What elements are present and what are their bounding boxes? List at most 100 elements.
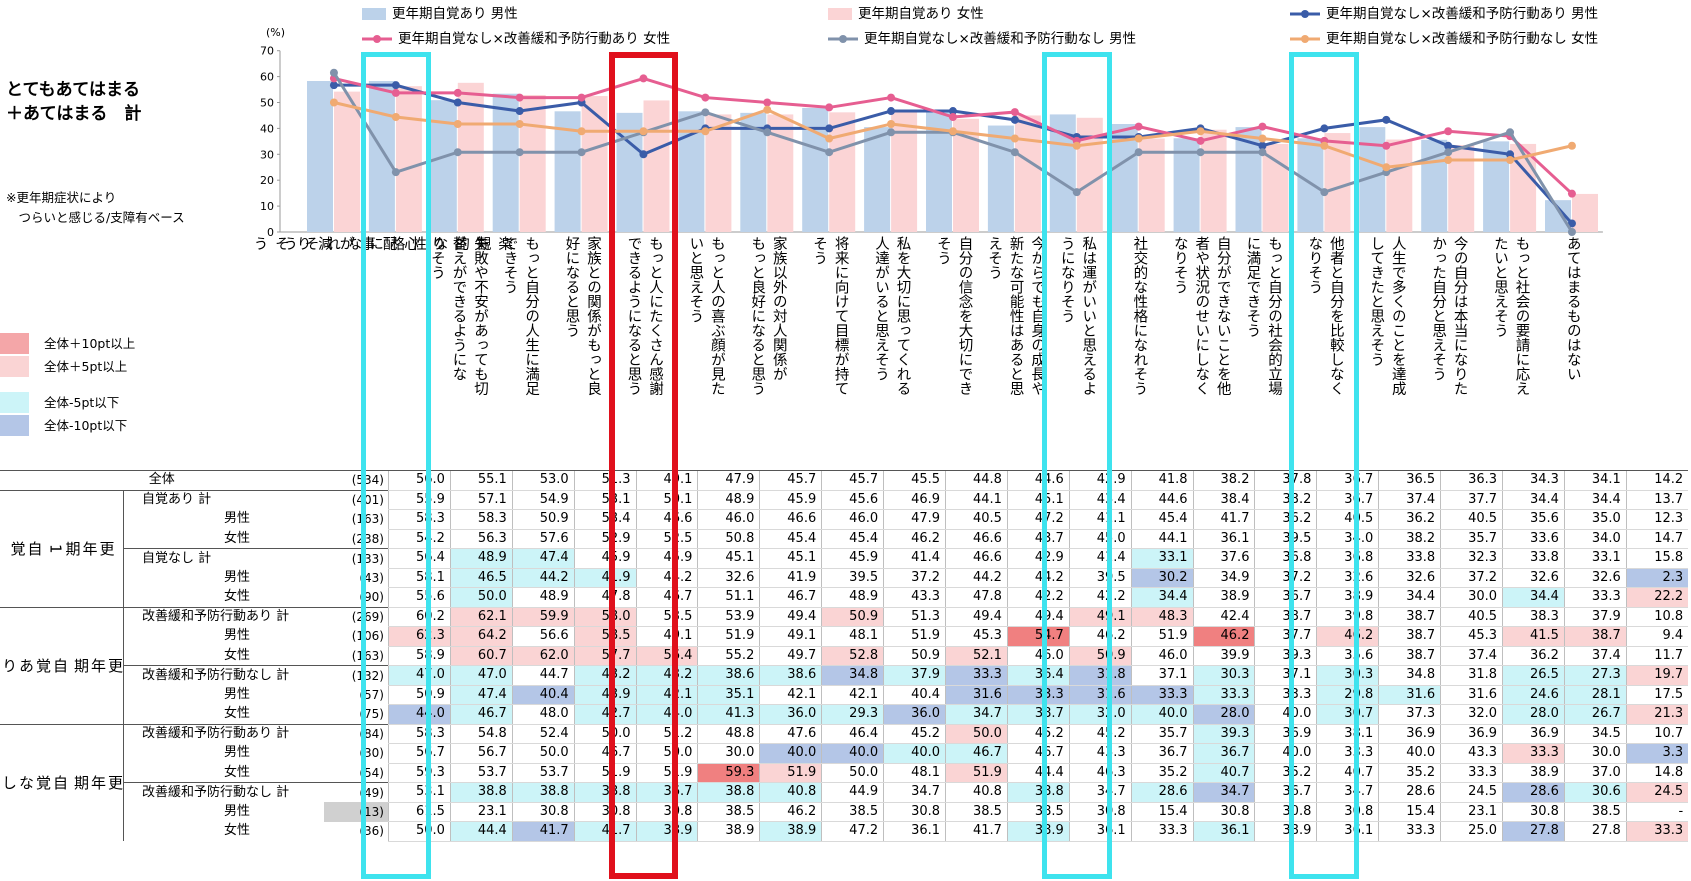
table-cell: 32.3: [1440, 548, 1503, 569]
table-cell: 9.4: [1625, 626, 1689, 647]
table-cell: 50.9: [821, 606, 884, 627]
table-cell: 45.2: [1006, 723, 1070, 744]
line-point: [763, 105, 772, 114]
category-label: 楽 観 的 な 性 格 に な れ そ う: [281, 236, 513, 251]
table-cell: 34.0: [1563, 529, 1627, 549]
table-row: 自 覚更 年 期 1 自覚あり 計 (401) 55.9 57.1 54.9 53.1 50.…: [0, 489, 1689, 607]
bar: [1297, 138, 1324, 232]
line-point: [453, 98, 462, 107]
table-cell: 44.2: [945, 568, 1008, 588]
table-cell: 45.3: [945, 626, 1008, 647]
table-cell: 10.8: [1625, 606, 1689, 627]
table-cell: 31.8: [1068, 665, 1132, 686]
table-cell: 41.7: [945, 821, 1008, 842]
table-cell: 34.4: [1502, 489, 1565, 510]
table-row: 男性 (163) 58.3 58.3 50.9 53.4 46.6 46.0 46.6 46.0 4…: [0, 509, 1689, 530]
table-cell: 2.3: [1625, 568, 1689, 588]
table-cell: 50.0: [388, 821, 451, 842]
bar: [519, 94, 546, 232]
table-cell: 30.8: [1068, 802, 1132, 822]
bar: [1200, 129, 1227, 232]
line-point: [701, 93, 710, 102]
table-cell: 38.9: [635, 821, 698, 842]
line-point: [825, 134, 834, 143]
table-cell: 33.3: [1378, 821, 1441, 842]
table-cell: 48.9: [821, 587, 884, 608]
group-label: 自 覚 あ り更 年 期: [0, 606, 124, 724]
table-cell: 13.7: [1625, 489, 1689, 510]
table-cell: 48.9: [511, 587, 575, 608]
table-cell: 26.7: [1563, 704, 1627, 725]
table-cell: 59.3: [697, 763, 760, 783]
table-cell: 36.7: [1130, 743, 1194, 764]
category-label: あてはまるものはない: [1564, 236, 1581, 381]
table-cell: 43.4: [1068, 489, 1132, 510]
table-cell: 23.1: [1440, 802, 1503, 822]
bar: [1173, 138, 1200, 232]
table-cell: 17.5: [1625, 685, 1689, 705]
table-cell: 37.6: [1192, 548, 1255, 569]
table-cell: 15.8: [1625, 548, 1689, 569]
table-cell: 45.3: [1440, 626, 1503, 647]
category-label: 失敗や不安があっても切 替えができるようにな りそう: [429, 236, 488, 396]
table-cell: 41.5: [1502, 626, 1565, 647]
table-cell: 40.0: [1254, 704, 1317, 725]
table-cell: 51.9: [697, 626, 760, 647]
table-cell: 61.5: [388, 802, 451, 822]
table-cell: 37.4: [1563, 646, 1627, 666]
table-cell: 48.1: [883, 763, 946, 783]
category-label: 自分の信念を大切にでき そう: [934, 236, 973, 396]
table-cell: 58.3: [388, 509, 451, 530]
table-cell: 48.8: [697, 723, 760, 744]
table-cell: 28.6: [1502, 782, 1565, 803]
y-tick-label: 30: [260, 148, 274, 161]
table-cell: 45.1: [759, 548, 822, 569]
table-row: 女性 (54) 59.3 53.7 53.7 51.9 51.9 59.3 51.9 50.0 48…: [0, 763, 1689, 783]
table-cell: 35.2: [1378, 763, 1441, 783]
bar: [1014, 115, 1041, 232]
table-cell: 24.6: [1502, 685, 1565, 705]
table-cell: 42.1: [821, 685, 884, 705]
table-cell: 62.3: [388, 626, 451, 647]
line-point: [1444, 127, 1453, 136]
line-point: [1196, 136, 1205, 145]
table-cell: 38.4: [1192, 489, 1255, 510]
line-point: [825, 103, 834, 112]
legend-label: 更年期自覚あり 男性: [392, 6, 518, 22]
line-point: [1134, 134, 1143, 143]
line-point: [887, 119, 896, 128]
table-cell: 28.0: [1192, 704, 1255, 725]
table-cell: 38.9: [1254, 821, 1317, 842]
table-cell: 45.9: [573, 548, 637, 569]
table-cell: 40.7: [1316, 763, 1379, 783]
table-cell: 32.6: [1563, 568, 1627, 588]
category-label: 今からでも自身の成長や 新たな可能性はあると思 えそう: [986, 236, 1046, 396]
line-point: [1258, 148, 1267, 157]
table-cell: 50.1: [635, 489, 698, 510]
table-cell: 28.6: [1378, 782, 1441, 803]
table-cell: 40.8: [945, 782, 1008, 803]
table-cell: 57.7: [573, 646, 637, 666]
highlight-box-cyan: [1041, 52, 1112, 879]
row-label: 改善緩和予防行動なし 計: [123, 665, 324, 685]
table-cell: 11.7: [1625, 646, 1689, 666]
line-point: [639, 127, 648, 136]
table-cell: 45.1: [697, 548, 760, 569]
table-cell: 19.7: [1625, 665, 1689, 686]
table-cell: 40.0: [759, 743, 822, 764]
table-cell: 43.3: [1440, 743, 1503, 764]
line-point: [515, 107, 524, 116]
table-cell: 36.3: [1440, 470, 1503, 491]
table-cell: 34.5: [1563, 723, 1627, 744]
table-cell: 32.6: [1502, 568, 1565, 588]
table-cell: 36.0: [759, 704, 822, 725]
table-cell: 23.1: [449, 802, 513, 822]
category-label: もっと自分の社会的立場 に満足できそう: [1244, 236, 1282, 396]
table-cell: 46.7: [449, 704, 513, 725]
table-cell: 31.8: [1440, 665, 1503, 686]
legend-swatch: [828, 8, 852, 20]
table-cell: 62.1: [449, 606, 513, 627]
table-cell: 53.1: [388, 782, 451, 803]
table-cell: 30.0: [697, 743, 760, 764]
legend-item: 更年期自覚なし×改善緩和予防行動なし 女性: [1290, 30, 1598, 48]
